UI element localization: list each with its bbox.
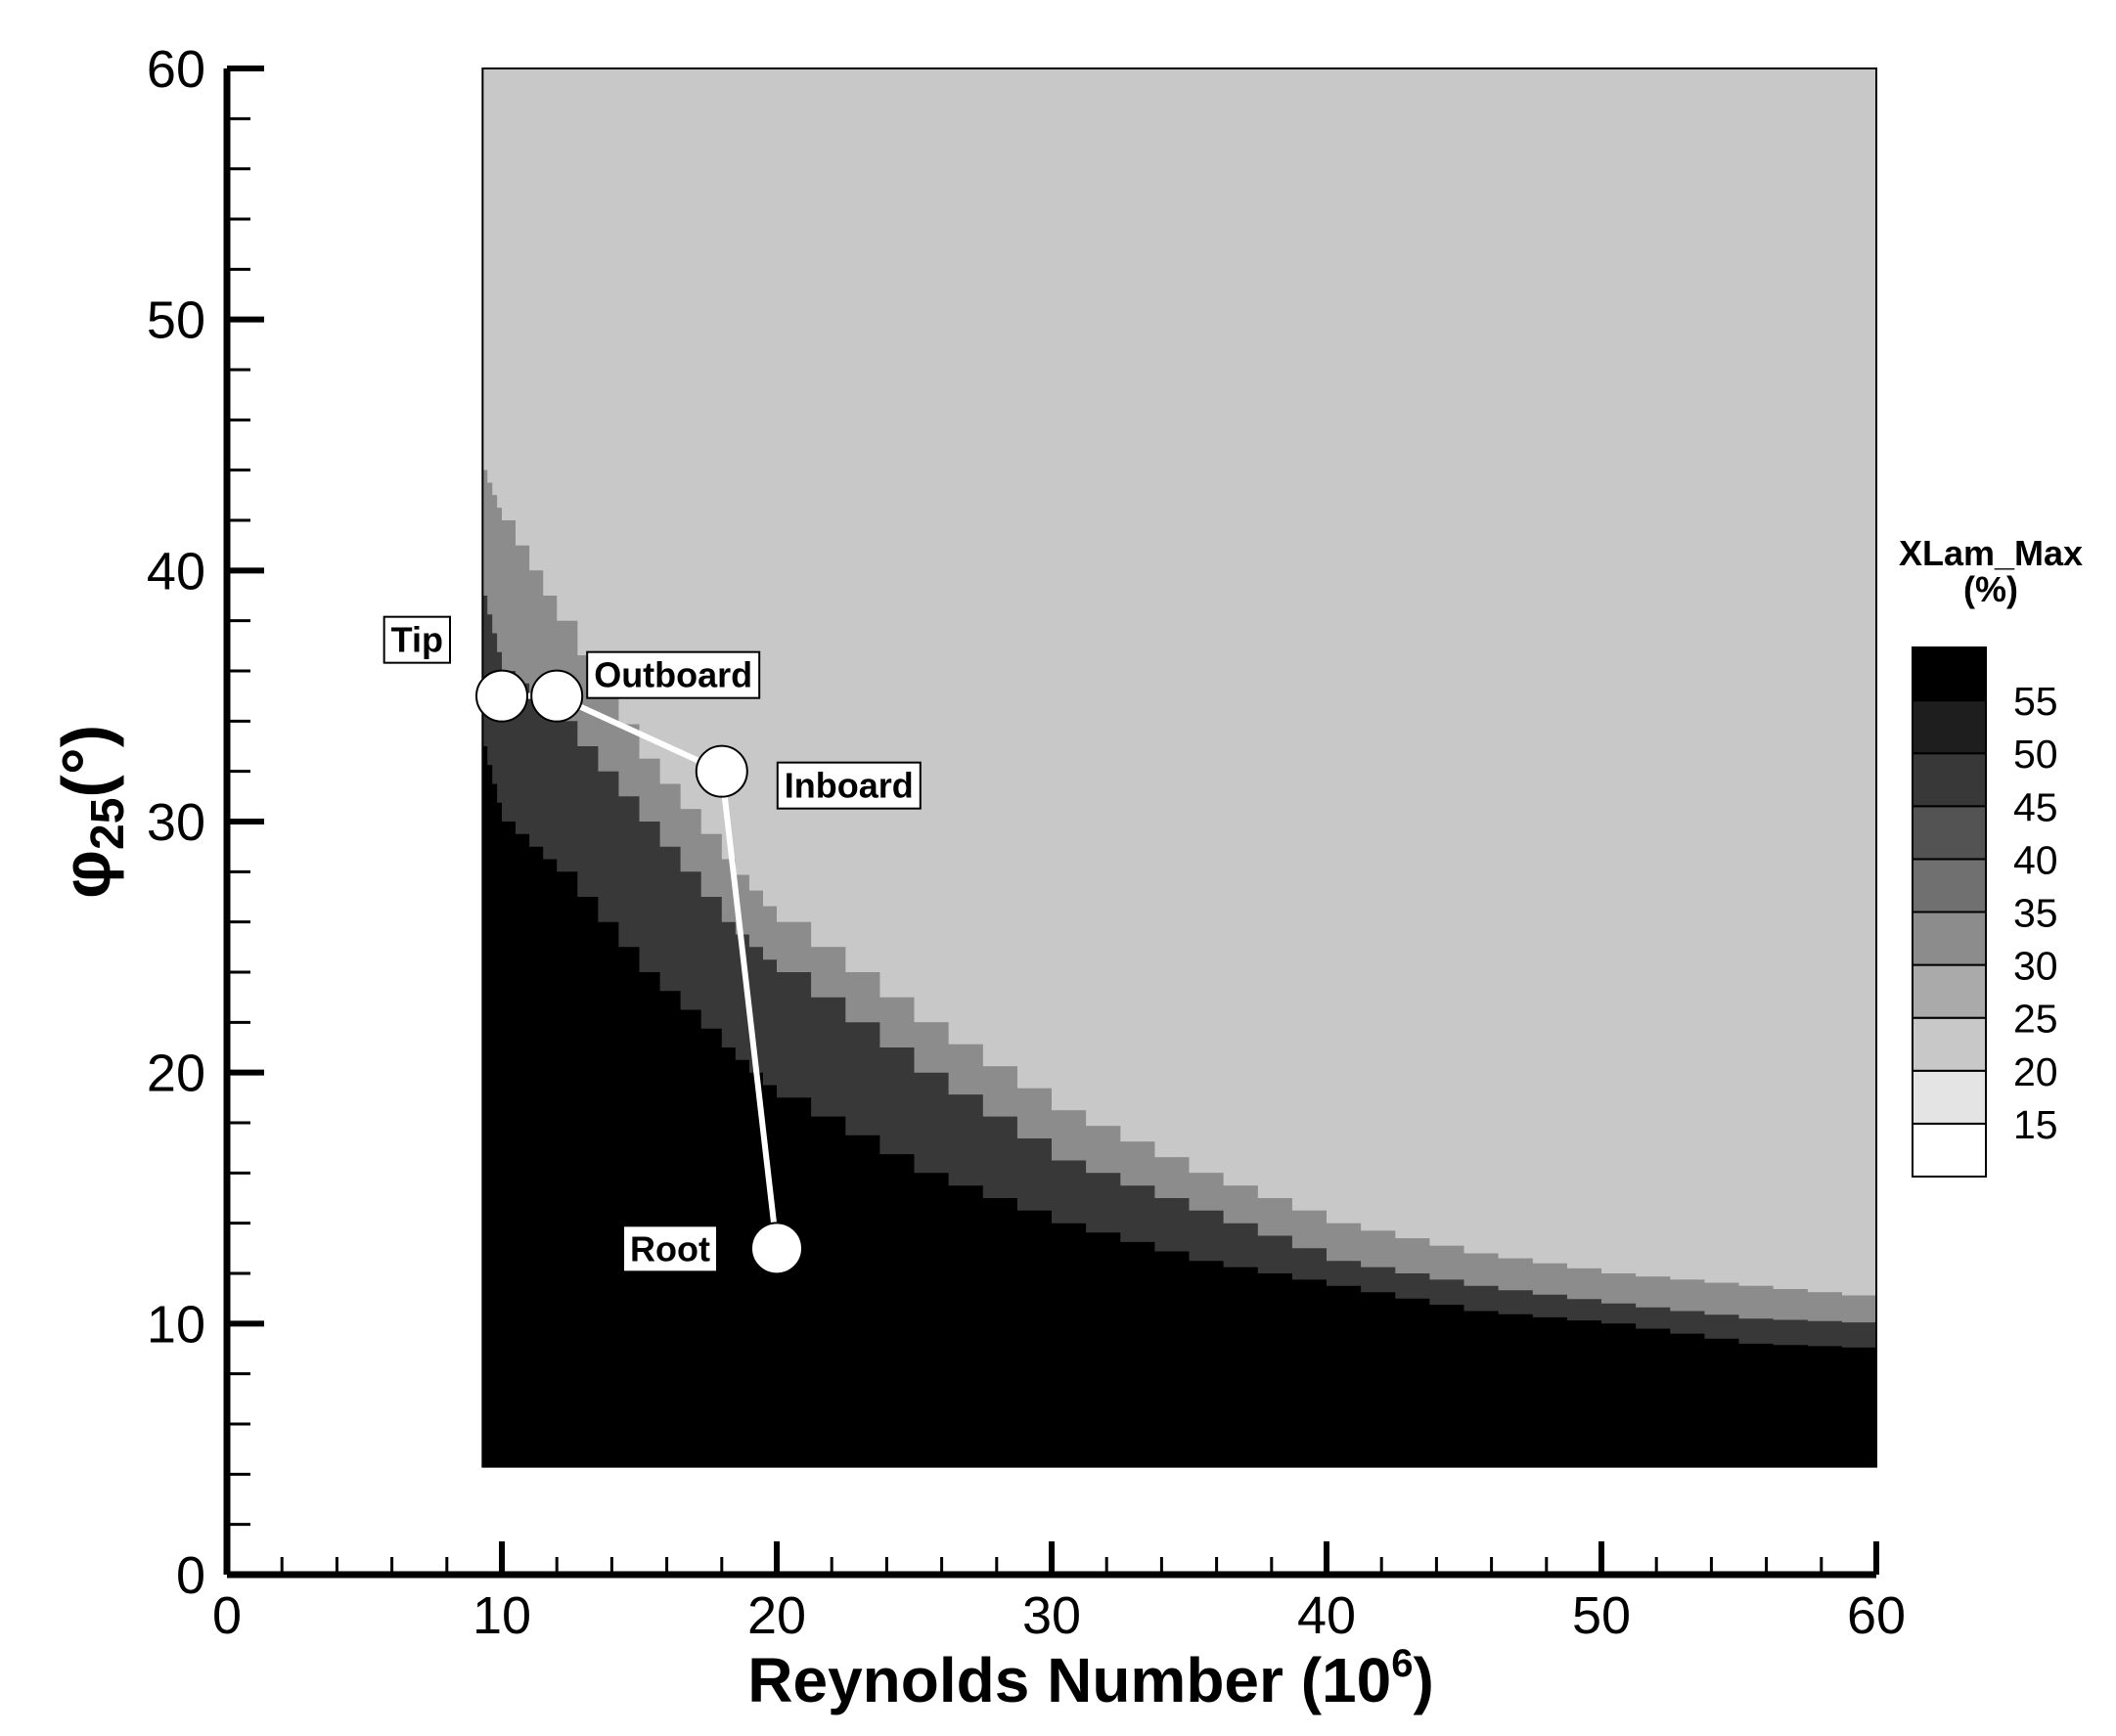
x-tick-label: 30 [1022,1586,1081,1645]
colorbar-level-label: 50 [2013,732,2058,777]
y-tick-label: 10 [147,1295,205,1354]
y-tick-label: 30 [147,793,205,852]
colorbar-swatch [1912,858,1987,913]
y-tick-label: 60 [147,40,205,99]
colorbar-level-label: 25 [2013,997,2058,1042]
x-tick-label: 0 [212,1586,242,1645]
colorbar-swatch [1912,1016,1987,1072]
x-tick-label: 10 [473,1586,531,1645]
x-axis-title-main: Reynolds Number (10 [747,1645,1391,1715]
colorbar-swatches [1912,646,1987,1179]
contour-band-55 [482,746,1877,1467]
colorbar-level-label: 15 [2013,1102,2058,1147]
point-label-box-tip [383,615,451,664]
point-label-root: Root [630,1228,710,1269]
colorbar-swatch [1912,646,1987,702]
point-label-box-inboard [776,761,922,810]
colorbar-labels: 15 20 25 30 35 40 45 50 55 [2013,679,2058,1147]
x-tick-label: 50 [1572,1586,1631,1645]
plot-frame [481,67,1878,1468]
x-axis-title-close: ) [1413,1645,1433,1715]
y-axis-ticks: 0 10 20 30 40 50 60 [147,40,264,1605]
colorbar-legend: XLam_Max (%) 15 20 25 30 35 40 45 50 55 [1899,533,2083,1179]
y-tick-label: 20 [147,1045,205,1103]
colorbar-swatch [1912,1122,1987,1179]
point-label-box-outboard [586,650,761,699]
y-tick-label: 40 [147,542,205,601]
colorbar-level-label: 45 [2013,784,2058,829]
y-axis-title-symbol: φ [48,850,124,899]
x-tick-label: 20 [747,1586,806,1645]
colorbar-swatch [1912,805,1987,861]
colorbar-level-label: 20 [2013,1049,2058,1094]
point-label-tip: Tip [391,620,443,660]
wing-stations-series: Tip Outboard Inboard Root [383,615,922,1275]
x-tick-label: 40 [1297,1586,1356,1645]
colorbar-level-label: 30 [2013,944,2058,989]
wing-station-line [502,692,780,1249]
point-marker-root [750,1222,803,1275]
x-axis-title: Reynolds Number (106) [747,1642,1434,1715]
y-axis-title-subscript: 25 [82,798,134,850]
y-axis-title: φ25(°) [48,725,134,899]
colorbar-title: XLam_Max [1899,533,2083,573]
colorbar-level-label: 35 [2013,891,2058,936]
point-marker-outboard [530,669,584,723]
colorbar-unit: (%) [1963,569,2018,609]
colorbar-swatch [1912,911,1987,966]
x-tick-label: 60 [1847,1586,1906,1645]
point-label-outboard: Outboard [594,655,752,695]
colorbar-swatch [1912,963,1987,1019]
point-marker-inboard [695,744,748,798]
x-axis-ticks: 0 10 20 30 40 50 60 [212,1541,1906,1645]
colorbar-level-label: 40 [2013,837,2058,882]
x-axis-title-exponent: 6 [1391,1642,1413,1685]
y-axis-title-unit: (°) [48,725,124,798]
point-label-box-root [622,1224,719,1273]
point-label-inboard: Inboard [785,766,914,806]
colorbar-level-label: 55 [2013,679,2058,724]
y-tick-label: 0 [176,1546,205,1605]
point-marker-tip [475,669,528,723]
y-tick-label: 50 [147,291,205,350]
colorbar-swatch [1912,699,1987,755]
colorbar-swatch [1912,1069,1987,1125]
colorbar-swatch [1912,752,1987,808]
